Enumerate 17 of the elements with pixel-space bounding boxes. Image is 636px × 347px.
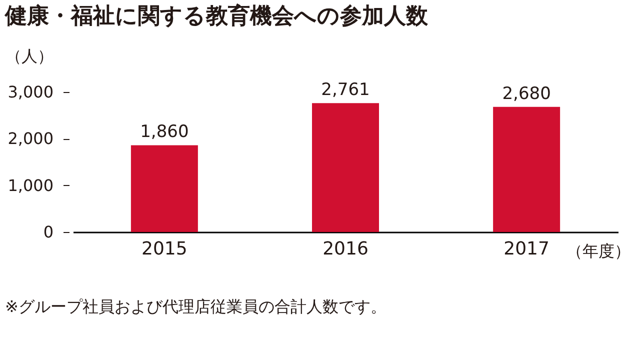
- data-label: 2,761: [321, 80, 370, 100]
- y-axis-title: （人）: [6, 46, 54, 66]
- x-axis-title: （年度）: [566, 242, 630, 260]
- bar: [493, 106, 560, 232]
- y-tick-label: 3,000: [8, 82, 54, 102]
- x-tick-label: 2017: [504, 238, 550, 260]
- chart-title: 健康・福祉に関する教育機会への参加人数: [4, 3, 429, 29]
- y-tick-label: 2,000: [8, 129, 54, 148]
- data-label: 2,680: [502, 84, 551, 104]
- y-tick-label: 0: [43, 222, 54, 242]
- data-label: 1,860: [140, 122, 189, 142]
- bar: [312, 103, 379, 232]
- y-tick-label: 1,000: [8, 176, 54, 195]
- x-tick-label: 2016: [322, 238, 368, 260]
- x-tick-label: 2015: [142, 238, 188, 260]
- bar: [130, 145, 198, 232]
- text: ※グループ社員および代理店従業員の合計人数です。: [5, 297, 386, 316]
